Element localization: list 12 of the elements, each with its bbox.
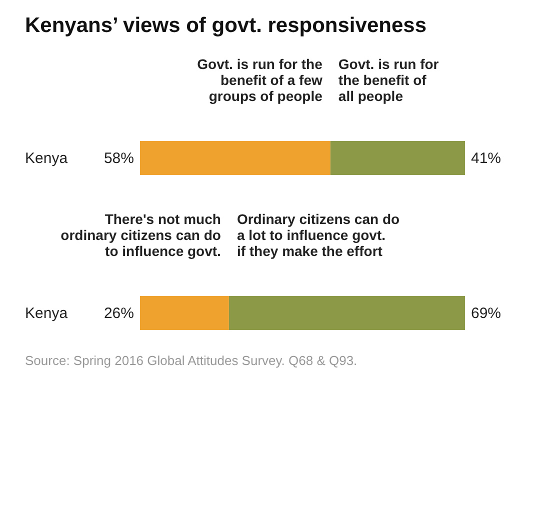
data-label: 58% — [104, 150, 134, 167]
data-label: 69% — [471, 305, 502, 322]
text: Govt. is run for the benefit of all people — [338, 56, 440, 104]
y-tick-label: Kenya — [25, 150, 68, 167]
text: Ordinary citizens can do a lot to influence govt. if they make the effort — [236, 211, 400, 259]
annotation: Source: Spring 2016 Global Attitudes Survey. Q68 & Q93. — [25, 353, 358, 368]
data-label: 26% — [104, 305, 134, 322]
text: There's not much ordinary citizens can do to influence govt. — [60, 211, 221, 259]
chart-title: Kenyans’ views of govt. responsiveness — [25, 14, 426, 37]
data-label: 41% — [471, 150, 502, 167]
text: Govt. is run for the benefit of a few groups of people — [197, 56, 323, 104]
y-tick-label: Kenya — [25, 305, 68, 322]
